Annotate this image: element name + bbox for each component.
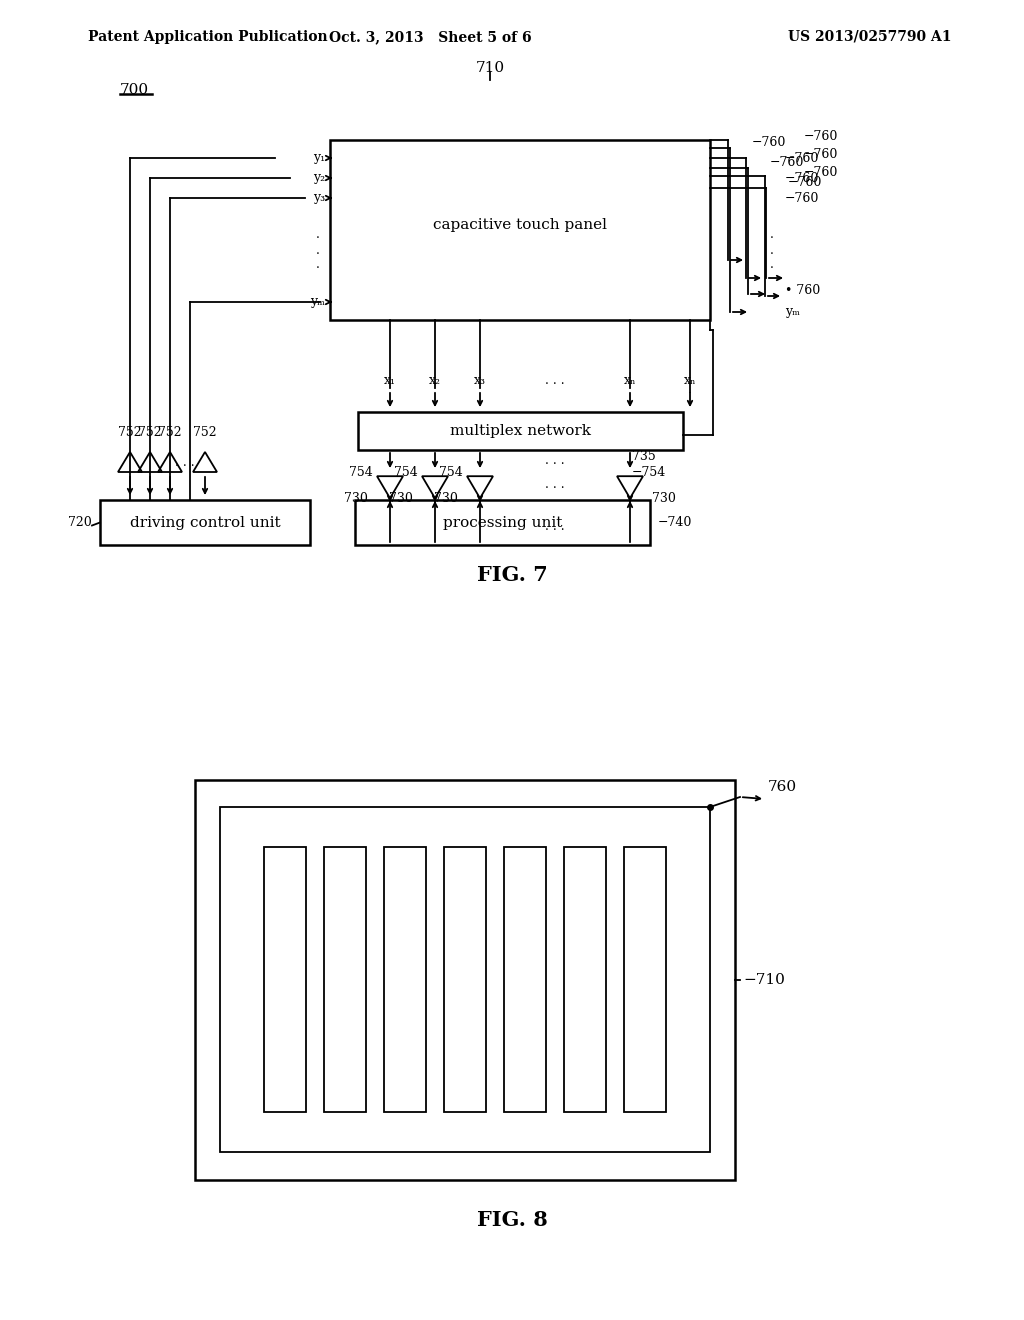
Bar: [264, 847, 306, 1111]
Text: −760: −760: [770, 156, 805, 169]
Text: FIG. 8: FIG. 8: [476, 1210, 548, 1230]
Bar: [195, 780, 735, 1180]
Text: 730: 730: [652, 492, 676, 506]
Bar: [611, 507, 649, 545]
Bar: [461, 507, 499, 545]
Text: . . .: . . .: [175, 455, 195, 469]
Text: processing unit: processing unit: [442, 516, 562, 529]
Text: xₙ: xₙ: [684, 374, 696, 387]
Text: capacitive touch panel: capacitive touch panel: [433, 218, 607, 232]
Text: 752: 752: [118, 425, 141, 438]
Text: 752: 752: [158, 425, 182, 438]
Text: xₙ: xₙ: [624, 374, 636, 387]
Text: . . .: . . .: [545, 520, 565, 532]
Text: 752: 752: [194, 425, 217, 438]
Text: −760: −760: [752, 136, 786, 149]
Text: −760: −760: [804, 166, 839, 180]
Text: multiplex network: multiplex network: [450, 424, 591, 438]
Text: .: .: [316, 228, 319, 242]
Bar: [358, 412, 683, 450]
Text: .: .: [770, 228, 774, 242]
Bar: [220, 807, 710, 1152]
Bar: [384, 847, 426, 1111]
Bar: [355, 500, 650, 545]
Bar: [416, 507, 454, 545]
Text: .: .: [316, 243, 319, 256]
Text: x₃: x₃: [474, 374, 486, 387]
Text: −740: −740: [658, 516, 692, 529]
Bar: [100, 500, 310, 545]
Text: 730: 730: [389, 492, 413, 506]
Bar: [624, 847, 666, 1111]
Text: 700: 700: [120, 83, 150, 96]
Text: 754: 754: [439, 466, 463, 479]
Text: −754: −754: [632, 466, 667, 479]
Text: 735: 735: [632, 450, 655, 463]
Text: −760: −760: [804, 131, 839, 144]
Text: 730: 730: [344, 492, 368, 506]
Text: −760: −760: [785, 191, 819, 205]
Text: y₃: y₃: [313, 191, 325, 205]
Text: y₂: y₂: [313, 172, 325, 185]
Bar: [324, 847, 366, 1111]
Text: Patent Application Publication: Patent Application Publication: [88, 30, 328, 44]
Text: FIG. 7: FIG. 7: [476, 565, 548, 585]
Text: 760: 760: [768, 780, 797, 795]
Text: yₘ: yₘ: [310, 296, 325, 309]
Text: • 760: • 760: [785, 284, 820, 297]
Text: .: .: [316, 259, 319, 272]
Text: . . .: . . .: [545, 454, 565, 466]
Text: driving control unit: driving control unit: [130, 516, 281, 529]
Text: 752: 752: [138, 425, 162, 438]
Bar: [444, 847, 486, 1111]
Text: . . .: . . .: [545, 374, 565, 387]
Text: .: .: [770, 259, 774, 272]
Text: 754: 754: [349, 466, 373, 479]
Text: x₁: x₁: [384, 374, 396, 387]
Text: −710: −710: [743, 973, 784, 987]
Text: −760: −760: [785, 152, 819, 165]
Text: x₂: x₂: [429, 374, 441, 387]
Text: 710: 710: [475, 61, 505, 75]
Bar: [371, 507, 409, 545]
Bar: [564, 847, 606, 1111]
Bar: [330, 140, 710, 319]
Text: −760: −760: [785, 172, 819, 185]
Text: .: .: [770, 243, 774, 256]
Text: y₁: y₁: [313, 152, 325, 165]
Text: 730: 730: [434, 492, 458, 506]
Bar: [504, 847, 546, 1111]
Text: −760: −760: [788, 176, 822, 189]
Text: . . .: . . .: [545, 479, 565, 491]
Text: −760: −760: [804, 149, 839, 161]
Text: 720: 720: [69, 516, 92, 529]
Text: Oct. 3, 2013   Sheet 5 of 6: Oct. 3, 2013 Sheet 5 of 6: [329, 30, 531, 44]
Text: yₘ: yₘ: [785, 305, 800, 318]
Text: 754: 754: [394, 466, 418, 479]
Text: US 2013/0257790 A1: US 2013/0257790 A1: [788, 30, 951, 44]
